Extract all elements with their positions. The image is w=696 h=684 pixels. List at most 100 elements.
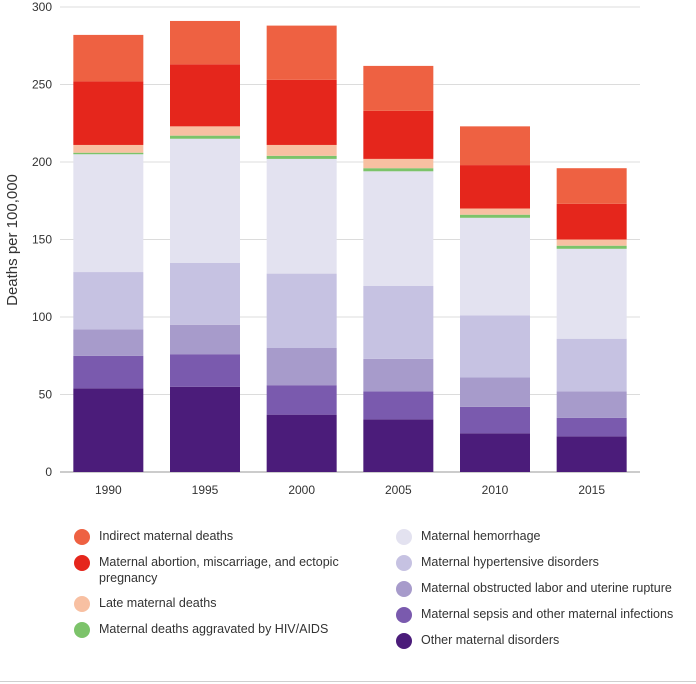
legend-swatch [396,607,412,623]
legend-item: Maternal hypertensive disorders [396,554,696,571]
bar-segment [170,138,240,263]
bar-segment [266,158,337,274]
legend-label: Late maternal deaths [99,596,217,610]
x-tick-label: 2000 [288,483,315,497]
y-tick-label: 50 [39,388,53,402]
bar-segment [73,152,144,155]
legend-label: Maternal obstructed labor and uterine ru… [421,581,672,595]
legend-label: Other maternal disorders [421,633,560,647]
bar-segment [460,315,530,378]
bar-segment [170,20,240,65]
legend-column-left: Indirect maternal deaths Maternal abortio… [74,528,374,647]
bar-segment [556,417,627,437]
legend-item: Maternal deaths aggravated by HIV/AIDS [74,621,374,638]
x-tick-label: 2015 [578,483,605,497]
bar-segment [73,144,144,153]
y-axis-ticks: 0 50 100 150 200 250 300 [32,0,52,479]
legend-swatch [74,622,90,638]
bar-segment [460,433,530,472]
legend-swatch [396,529,412,545]
legend-item: Maternal abortion, miscarriage, and ecto… [74,554,374,586]
bar-segment [363,391,434,420]
bar-segment [170,386,240,472]
bar-segment [460,126,530,166]
bar-segment [73,272,144,330]
bar-segment [266,273,337,348]
y-tick-label: 150 [32,233,52,247]
bar-segment [170,135,240,139]
bar-segment [363,168,434,172]
bar-segment [73,81,144,145]
legend-label: Maternal deaths aggravated by HIV/AIDS [99,622,329,636]
bar-segment [460,377,530,407]
bar-segment [170,64,240,127]
bar-segment [266,348,337,386]
legend-label: Maternal hypertensive disorders [421,555,599,569]
legend-label: Maternal hemorrhage [421,529,541,543]
bar-segment [73,355,144,389]
bar-segment [556,436,627,472]
y-axis-label: Deaths per 100,000 [4,174,21,306]
bars [73,20,627,472]
bar-segment [363,65,434,111]
bar-segment [170,262,240,325]
stacked-bar-chart: 0 50 100 150 200 250 300 1990 1995 2000 2005 2010 2… [4,0,640,497]
legend-swatch [74,555,90,571]
legend-label: Indirect maternal deaths [99,529,234,543]
bar-segment [266,385,337,415]
bottom-divider [0,681,696,682]
bar-segment [363,110,434,159]
bar-segment [460,165,530,209]
y-tick-label: 0 [45,465,52,479]
bar-segment [460,406,530,434]
legend-swatch [396,633,412,649]
bar-segment [556,338,627,392]
bar-segment [170,324,240,355]
bar-segment [266,155,337,159]
y-tick-label: 100 [32,310,52,324]
legend-item: Indirect maternal deaths [74,528,374,545]
bar-segment [266,144,337,156]
bar-segment [266,25,337,80]
bar-segment [460,217,530,316]
bar-segment [266,79,337,145]
bar-segment [170,354,240,387]
bar-segment [170,126,240,136]
bar-segment [73,388,144,472]
legend-swatch [74,529,90,545]
legend-column-right: Maternal hemorrhage Maternal hypertensive… [396,528,696,658]
bar-segment [460,208,530,215]
bar-segment [363,158,434,169]
bar-segment [556,168,627,204]
x-tick-label: 2010 [482,483,509,497]
legend-label: Maternal abortion, miscarriage, and ecto… [99,555,339,585]
bar-segment [460,214,530,218]
bar-segment [363,419,434,472]
bar-segment [73,154,144,273]
x-tick-label: 2005 [385,483,412,497]
bar-segment [73,34,144,82]
legend-swatch [396,581,412,597]
legend-label: Maternal sepsis and other maternal infec… [421,607,674,621]
bar-segment [556,239,627,246]
bar-segment [556,203,627,240]
gridlines [60,6,640,473]
bar-segment [363,171,434,286]
bar-segment [266,414,337,472]
y-tick-label: 250 [32,78,52,92]
legend-item: Maternal obstructed labor and uterine ru… [396,580,696,597]
legend-swatch [74,596,90,612]
legend-item: Maternal hemorrhage [396,528,696,545]
bar-segment [363,286,434,359]
y-tick-label: 200 [32,155,52,169]
legend-item: Other maternal disorders [396,632,696,649]
x-tick-label: 1995 [192,483,219,497]
bar-segment [556,245,627,249]
x-axis-ticks: 1990 1995 2000 2005 2010 2015 [95,483,605,497]
bar-segment [556,248,627,339]
bar-segment [73,329,144,356]
x-tick-label: 1990 [95,483,122,497]
bar-segment [556,391,627,418]
legend-swatch [396,555,412,571]
legend-item: Maternal sepsis and other maternal infec… [396,606,696,623]
